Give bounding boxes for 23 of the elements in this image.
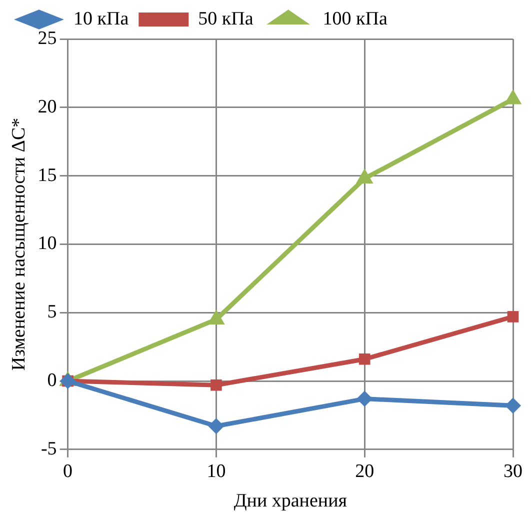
point xyxy=(210,379,222,391)
point xyxy=(208,418,224,434)
y-tick-label: 0 xyxy=(47,370,57,391)
y-tick-label: -5 xyxy=(40,438,57,460)
point xyxy=(507,311,519,322)
point xyxy=(505,398,521,414)
legend-label: 100 кПа xyxy=(322,8,388,30)
point xyxy=(356,168,374,184)
y-axis-title: Изменение насыщенности ΔC* xyxy=(8,118,30,371)
y-tick-label: 15 xyxy=(38,164,57,186)
y-tick-label: 5 xyxy=(47,302,57,323)
x-tick-label: 30 xyxy=(504,460,522,482)
y-tick-label: 10 xyxy=(38,233,57,254)
point xyxy=(358,353,370,365)
legend-label: 10 кПа xyxy=(74,8,130,30)
y-tick-label: 20 xyxy=(38,96,57,118)
y-tick-label: 25 xyxy=(38,28,57,49)
point xyxy=(356,390,373,407)
x-axis-title: Дни хранения xyxy=(234,490,348,512)
x-tick-label: 0 xyxy=(63,460,73,482)
x-tick-label: 10 xyxy=(206,460,226,482)
legend-label: 50 кПа xyxy=(198,8,254,30)
x-tick-label: 20 xyxy=(355,460,374,482)
